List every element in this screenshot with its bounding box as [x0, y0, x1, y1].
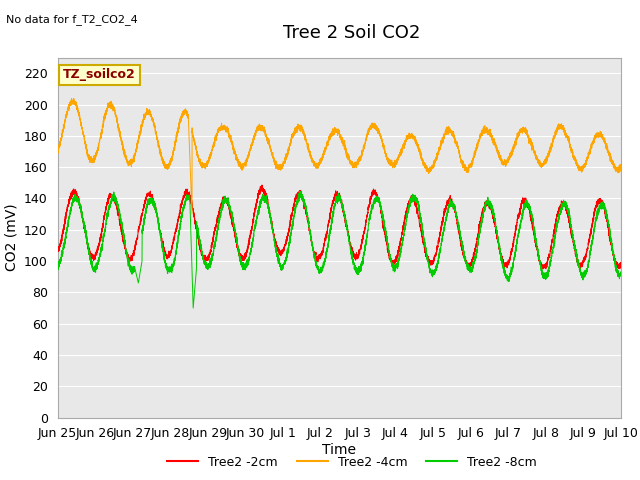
Tree2 -4cm [593, 132, 601, 138]
Tree2 -4cm [188, 211, 196, 217]
Text: TZ_soilco2: TZ_soilco2 [63, 68, 136, 82]
Tree2 -4cm [70, 96, 77, 101]
Line: Tree2 -4cm: Tree2 -4cm [58, 98, 621, 214]
Tree2 -2cm [481, 203, 489, 209]
Tree2 -2cm [245, 240, 253, 246]
Line: Tree2 -2cm: Tree2 -2cm [58, 185, 621, 269]
Tree2 -2cm [258, 182, 266, 188]
Tree2 -4cm [321, 149, 328, 155]
Tree2 -4cm [617, 165, 625, 171]
Tree2 -4cm [586, 149, 594, 155]
Legend: Tree2 -2cm, Tree2 -4cm, Tree2 -8cm: Tree2 -2cm, Tree2 -4cm, Tree2 -8cm [162, 451, 542, 474]
Tree2 -8cm [465, 265, 473, 271]
Y-axis label: CO2 (mV): CO2 (mV) [4, 204, 19, 271]
Tree2 -2cm [321, 241, 328, 247]
Tree2 -8cm [481, 199, 489, 204]
Tree2 -8cm [245, 256, 253, 262]
Tree2 -2cm [465, 262, 473, 268]
Tree2 -8cm [593, 213, 601, 219]
Tree2 -4cm [465, 163, 473, 168]
Tree2 -4cm [245, 151, 253, 157]
Tree2 -8cm [296, 188, 303, 194]
Tree2 -8cm [189, 305, 197, 311]
Tree2 -8cm [54, 263, 61, 268]
Tree2 -8cm [321, 259, 328, 265]
Tree2 -8cm [586, 247, 594, 253]
Tree2 -2cm [54, 249, 61, 254]
Tree2 -4cm [481, 127, 489, 132]
Tree2 -2cm [617, 261, 625, 266]
Tree2 -2cm [586, 232, 594, 238]
Tree2 -2cm [538, 266, 546, 272]
X-axis label: Time: Time [322, 443, 356, 457]
Tree2 -8cm [617, 269, 625, 275]
Line: Tree2 -8cm: Tree2 -8cm [58, 191, 621, 308]
Tree2 -2cm [593, 204, 601, 209]
Text: Tree 2 Soil CO2: Tree 2 Soil CO2 [284, 24, 420, 42]
Text: No data for f_T2_CO2_4: No data for f_T2_CO2_4 [6, 14, 138, 25]
Tree2 -4cm [54, 149, 61, 155]
